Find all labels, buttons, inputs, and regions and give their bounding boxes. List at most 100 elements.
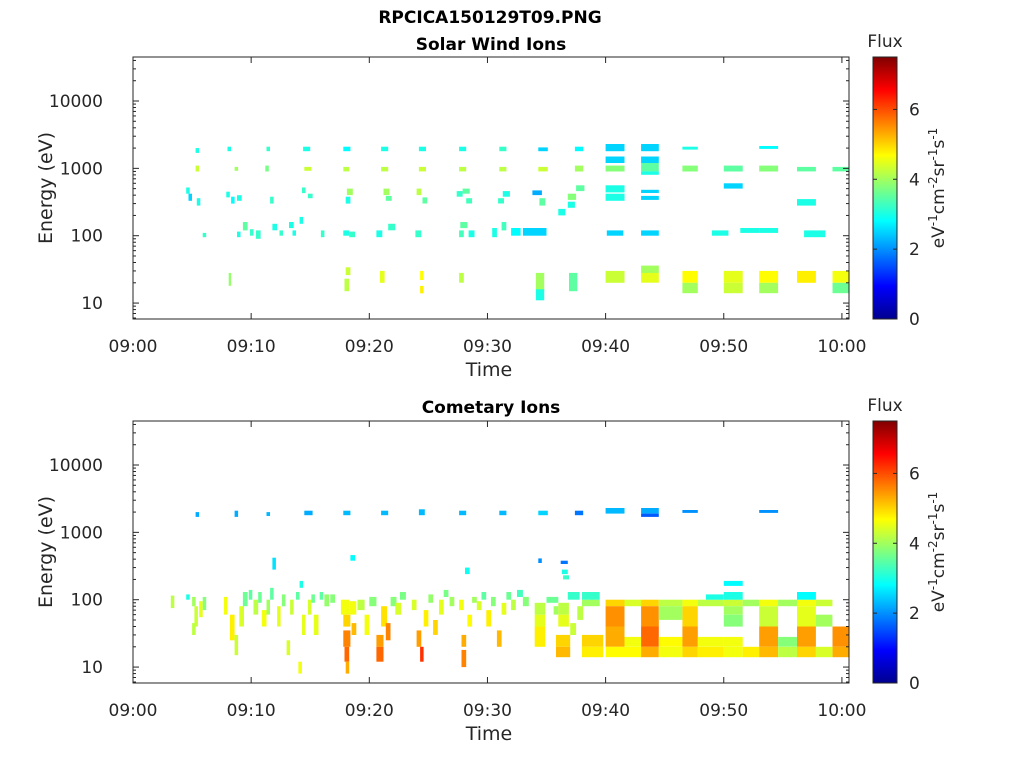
heatmap-cell (832, 166, 849, 172)
heatmap-cell (261, 610, 267, 627)
heatmap-cell (641, 265, 659, 273)
heatmap-cell (302, 187, 306, 194)
heatmap-cell (349, 601, 357, 615)
heatmap-cell (383, 188, 390, 196)
heatmap-cell (343, 166, 350, 172)
colorbar-tick-label: 4 (909, 170, 920, 190)
heatmap-cells (170, 508, 849, 674)
heatmap-cell (740, 228, 760, 233)
heatmap-cell (641, 599, 659, 607)
x-axis-label: Time (465, 723, 513, 745)
heatmap-cell (576, 185, 585, 192)
heatmap-cell (415, 230, 422, 238)
heatmap-cell (658, 606, 683, 620)
y-tick-label: 1000 (60, 523, 103, 543)
heatmap-cell (605, 270, 625, 283)
heatmap-cell (499, 510, 507, 516)
heatmap-cell (605, 156, 625, 163)
heatmap-cell (624, 636, 641, 647)
heatmap-cell (723, 580, 743, 586)
heatmap-cell (266, 599, 270, 615)
heatmap-cell (682, 646, 698, 658)
heatmap-cell (304, 510, 313, 516)
heatmap-cell (723, 646, 743, 658)
x-tick-label: 09:40 (581, 337, 630, 357)
heatmap-cell (186, 594, 190, 600)
heatmap-cell (723, 592, 743, 600)
heatmap-cell (344, 646, 350, 662)
heatmap-cell (192, 623, 196, 635)
heatmap-cell (535, 289, 545, 301)
heatmap-cell (343, 510, 351, 516)
heatmap-cell (723, 599, 743, 607)
heatmap-cell (492, 228, 497, 238)
heatmap-cell (778, 599, 797, 607)
heatmap-cell (641, 508, 659, 514)
colorbar (872, 420, 898, 684)
heatmap-cell (605, 165, 625, 172)
heatmap-cell (534, 626, 546, 647)
heatmap-cell (491, 596, 496, 607)
heatmap-cell (558, 602, 569, 615)
heatmap-cell (379, 270, 385, 283)
heatmap-cell (255, 230, 261, 239)
y-axis-label: Energy (eV) (35, 496, 57, 608)
y-tick-label: 1000 (60, 159, 103, 179)
heatmap-cell (582, 646, 604, 658)
y-tick-label: 10000 (49, 92, 103, 112)
panel-cometary: Cometary Ions 09:00 09:10 09:20 09:30 09:40 09… (35, 396, 949, 745)
heatmap-cell (538, 147, 548, 152)
heatmap-cell (759, 599, 779, 607)
heatmap-cell (237, 195, 242, 201)
x-tick-label: 09:40 (581, 701, 630, 721)
heatmap-cell (641, 230, 659, 236)
heatmap-cell (298, 661, 302, 674)
heatmap-cell (539, 198, 546, 206)
heatmap-cell (641, 513, 659, 517)
heatmap-cell (556, 646, 571, 658)
heatmap-cell (759, 282, 779, 294)
heatmap-cell (797, 599, 816, 607)
heatmap-cell (313, 614, 319, 635)
heatmap-cell (499, 166, 507, 172)
heatmap-cell (467, 614, 473, 627)
heatmap-cell (202, 596, 207, 611)
colorbar-tick-label: 0 (909, 310, 920, 330)
heatmap-cell (605, 606, 625, 627)
heatmap-cell (345, 267, 351, 276)
heatmap-cell (459, 230, 464, 238)
x-tick-label: 10:00 (817, 337, 866, 357)
heatmap-cell (344, 278, 350, 292)
heatmap-cell (697, 599, 724, 607)
heatmap-cell (641, 156, 659, 163)
heatmap-cell (343, 146, 351, 152)
heatmap-cell (381, 606, 387, 627)
heatmap-cell (522, 596, 529, 607)
heatmap-cell (797, 592, 816, 600)
heatmap-cell (461, 649, 467, 668)
heatmap-cell (227, 146, 231, 152)
heatmap-cell (538, 510, 548, 516)
heatmap-cell (433, 620, 438, 635)
heatmap-cell (228, 272, 232, 286)
heatmap-cell (304, 166, 312, 171)
colorbar-tick-label: 2 (909, 240, 920, 260)
heatmap-cell (286, 640, 291, 656)
x-tick-label: 09:10 (227, 701, 276, 721)
heatmap-cell (449, 596, 455, 607)
heatmap-cell (472, 596, 477, 603)
heatmap-cell (250, 229, 254, 236)
heatmap-cell (465, 567, 470, 575)
figure-title: RPCICA150129T09.PNG (378, 8, 602, 28)
heatmap-cell (742, 599, 760, 607)
heatmap-cell (759, 165, 779, 172)
heatmap-cell (385, 623, 391, 641)
heatmap-cell (641, 163, 659, 172)
heatmap-cell (381, 146, 389, 152)
heatmap-cell (195, 512, 200, 517)
heatmap-cell (290, 599, 294, 615)
heatmap-cell (682, 599, 698, 607)
colorbar-tick-label: 6 (909, 464, 920, 484)
heatmap-cell (641, 626, 659, 647)
heatmap-cell (567, 193, 577, 200)
